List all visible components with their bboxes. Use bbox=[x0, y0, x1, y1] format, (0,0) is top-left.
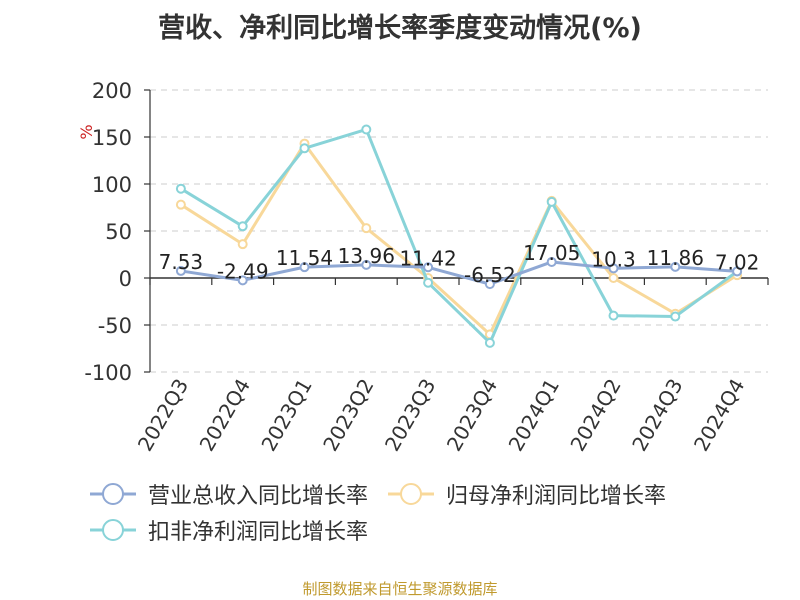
data-label: 17.05 bbox=[523, 241, 580, 265]
data-label: 7.02 bbox=[715, 250, 760, 274]
y-tick-label: -100 bbox=[84, 361, 132, 385]
data-point bbox=[237, 221, 248, 232]
legend-label: 归母净利润同比增长率 bbox=[446, 484, 667, 509]
legend-label: 扣非净利润同比增长率 bbox=[148, 520, 369, 545]
chart-title: 营收、净利同比增长率季度变动情况(%) bbox=[158, 13, 642, 44]
legend-item[interactable]: 归母净利润同比增长率 bbox=[386, 476, 666, 512]
data-point bbox=[175, 183, 186, 194]
data-label: 7.53 bbox=[159, 250, 204, 274]
data-point bbox=[608, 310, 619, 321]
x-tick-label: 2022Q4 bbox=[195, 375, 255, 456]
data-label: -2.49 bbox=[217, 259, 269, 283]
x-tick-label: 2024Q1 bbox=[504, 375, 564, 456]
data-point bbox=[237, 275, 248, 286]
legend-marker-circle bbox=[102, 519, 124, 541]
y-tick-label: 200 bbox=[92, 79, 132, 103]
legend-marker-icon bbox=[90, 519, 136, 541]
data-point bbox=[361, 259, 372, 270]
x-tick-label: 2023Q4 bbox=[442, 375, 502, 456]
legend-marker-circle bbox=[102, 483, 124, 505]
legend-item[interactable]: 扣非净利润同比增长率 bbox=[88, 512, 368, 548]
legend-marker-icon bbox=[388, 483, 435, 505]
x-tick-label: 2024Q3 bbox=[627, 375, 687, 456]
data-point bbox=[361, 223, 372, 234]
data-point bbox=[175, 265, 186, 276]
data-point bbox=[546, 196, 557, 207]
data-point bbox=[670, 261, 681, 272]
data-point bbox=[608, 263, 619, 274]
x-tick-label: 2023Q1 bbox=[256, 375, 316, 456]
x-tick-label: 2022Q3 bbox=[133, 375, 193, 456]
y-tick-label: 0 bbox=[119, 267, 132, 291]
y-axis-unit-label: % bbox=[77, 124, 96, 139]
grid-lines bbox=[150, 89, 768, 373]
x-tick-label: 2024Q2 bbox=[565, 375, 625, 456]
legend-marker-icon bbox=[90, 483, 136, 505]
data-point bbox=[423, 262, 434, 273]
data-point bbox=[670, 311, 681, 322]
data-point bbox=[484, 337, 495, 348]
y-tick-label: 100 bbox=[92, 173, 132, 197]
x-tick-label: 2024Q4 bbox=[689, 375, 749, 456]
y-tick-label: 50 bbox=[105, 220, 132, 244]
data-label: 11.54 bbox=[276, 246, 333, 270]
data-point bbox=[732, 266, 743, 277]
data-point bbox=[423, 277, 434, 288]
legend: 营业总收入同比增长率 归母净利润同比增长率扣非净利润同比增长率 bbox=[88, 476, 768, 548]
data-point bbox=[237, 239, 248, 250]
legend-item[interactable]: 营业总收入同比增长率 bbox=[88, 476, 368, 512]
data-label: -6.52 bbox=[464, 263, 516, 287]
x-tick-label: 2023Q2 bbox=[318, 375, 378, 456]
data-point bbox=[175, 199, 186, 210]
data-label: 11.42 bbox=[399, 246, 456, 270]
series-line bbox=[180, 127, 738, 345]
legend-marker-circle bbox=[400, 483, 423, 505]
series-line bbox=[180, 142, 738, 336]
data-point bbox=[546, 256, 557, 267]
y-tick-label: -50 bbox=[98, 314, 132, 338]
data-label: 13.96 bbox=[338, 244, 395, 268]
source-note: 制图数据来自恒生聚源数据库 bbox=[302, 580, 498, 598]
data-point bbox=[484, 279, 495, 290]
data-label: 11.86 bbox=[647, 246, 704, 270]
legend-label: 营业总收入同比增长率 bbox=[148, 484, 369, 509]
data-point bbox=[299, 262, 310, 273]
data-point bbox=[361, 124, 372, 135]
data-labels: 7.53 -2.49 11.54 13.96 11.42 -6.52 17.05 10.3 11… bbox=[159, 241, 760, 287]
y-tick-label: 150 bbox=[92, 126, 132, 150]
data-point bbox=[608, 273, 619, 283]
data-label: 10.3 bbox=[591, 247, 636, 271]
series-line bbox=[180, 260, 738, 286]
series-lines bbox=[175, 124, 743, 348]
x-tick-label: 2023Q3 bbox=[380, 375, 440, 456]
data-point bbox=[299, 143, 310, 154]
